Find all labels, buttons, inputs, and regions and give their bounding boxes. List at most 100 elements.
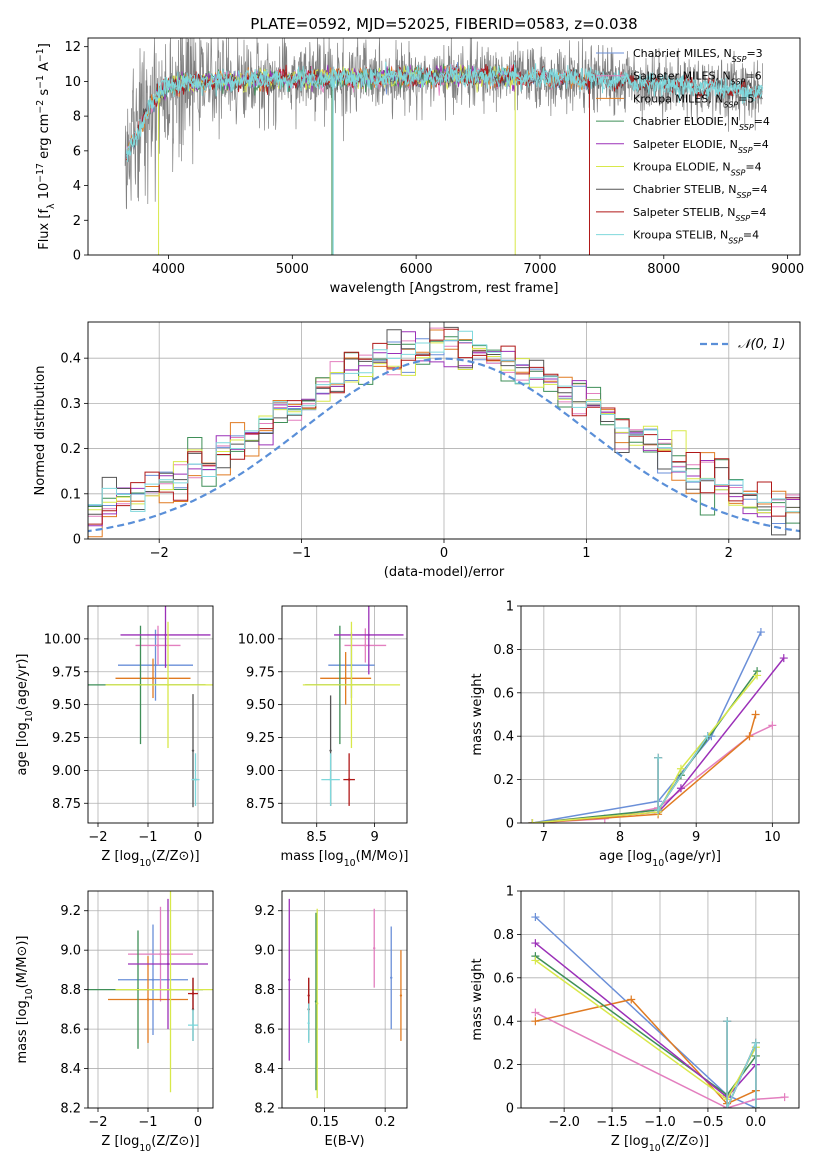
point-kroupa-miles — [399, 994, 403, 997]
legend-label-chabrier-miles: Chabrier MILES, NSSP=3 — [633, 47, 763, 64]
line-kroupa-elodie — [532, 674, 758, 823]
y-tick-label: 9.25 — [246, 731, 275, 746]
marker-kroupa-stelib — [723, 1104, 732, 1108]
point-salpeter-elodie — [367, 633, 371, 637]
line-kroupa-miles — [532, 714, 757, 823]
x-tick-label: −1.5 — [596, 1115, 628, 1130]
marker-salpeter-miles — [531, 1008, 540, 1017]
y-tick-label: 0.1 — [60, 487, 81, 502]
point-salpeter-elodie — [164, 633, 167, 637]
point-salpeter-stelib — [347, 778, 351, 781]
x-tick-label: 0 — [440, 546, 448, 561]
y-tick-label: 9.75 — [52, 665, 81, 680]
x-tick-label: 0.0 — [746, 1115, 767, 1130]
axes-frame — [87, 321, 801, 540]
x-tick-label: 9 — [692, 830, 700, 845]
mass-weight-vs-age-panel: 7 8 9 10 0 0.2 0.4 0.6 0.8 1 age [log10(age/yr)] ma… — [470, 600, 800, 869]
legend-label-chabrier-elodie: Chabrier ELODIE, NSSP=4 — [633, 115, 770, 132]
marker-salpeter-elodie — [676, 784, 685, 793]
point-kroupa-stelib — [307, 1021, 310, 1025]
marker-salpeter-miles — [780, 1093, 789, 1102]
y-tick-label: 9.2 — [60, 904, 81, 919]
model-kroupa-stelib-top — [125, 61, 764, 163]
marker-kroupa-elodie — [531, 956, 540, 965]
axes-frame — [281, 890, 408, 1109]
age-vs-metallicity-panel: −2 −1 0 8.75 9.00 9.25 9.50 9.75 10.00 Z [log10(Z… — [15, 605, 214, 869]
y-tick-label: 9.50 — [246, 698, 275, 713]
histogram-salpeter-stelib — [88, 328, 800, 525]
y-tick-label: 0 — [73, 249, 81, 264]
point-kroupa-stelib — [191, 1023, 195, 1027]
x-tick-label: 4000 — [152, 262, 185, 277]
y-tick-label: 1 — [506, 600, 514, 615]
y-tick-label: 0.2 — [493, 1058, 514, 1073]
marker-kroupa-miles — [745, 732, 754, 741]
y-tick-label: 9.75 — [246, 665, 275, 680]
line-chabrier-miles — [532, 631, 762, 823]
y-tick-label: 2 — [73, 214, 81, 229]
marker-kroupa-stelib — [654, 805, 663, 814]
mass-vs-extinction-panel: 0.15 0.2 8.2 8.4 8.6 8.8 9.0 9.2 E(B-V) — [254, 890, 408, 1149]
point-salpeter-miles — [373, 947, 376, 950]
point-salpeter-miles — [159, 952, 162, 956]
x-tick-label: 9 — [370, 830, 378, 845]
line-kroupa-miles — [535, 998, 757, 1105]
y-tick-label: 0.8 — [493, 643, 514, 658]
y-tick-label: 0.4 — [493, 730, 514, 745]
y-tick-label: 0 — [506, 817, 514, 832]
x-tick-label: 7 — [540, 830, 548, 845]
legend-label-chabrier-stelib: Chabrier STELIB, NSSP=4 — [633, 183, 767, 200]
legend: Chabrier MILES, NSSP=3 Salpeter MILES, NS… — [596, 47, 770, 245]
marker-kroupa-miles — [751, 710, 760, 719]
y-tick-label: 10 — [64, 75, 81, 90]
x-axis-label: age [log10(age/yr)] — [599, 849, 721, 869]
legend-label-kroupa-elodie: Kroupa ELODIE, NSSP=4 — [633, 161, 762, 178]
chart-title: PLATE=0592, MJD=52025, FIBERID=0583, z=0… — [250, 15, 637, 33]
y-tick-label: 8.6 — [254, 1023, 275, 1038]
x-tick-label: 8 — [616, 830, 624, 845]
y-tick-label: 9.50 — [52, 698, 81, 713]
marker-kroupa-stelib — [654, 753, 663, 762]
plot-area — [288, 898, 403, 1099]
marker-kroupa-miles — [627, 995, 636, 1004]
point-kroupa-elodie — [350, 683, 353, 687]
x-tick-label: 0.15 — [310, 1115, 339, 1130]
x-tick-label: 6000 — [400, 262, 433, 277]
age-vs-mass-panel: 8.5 9 8.75 9.00 9.25 9.50 9.75 10.00 mass [log10… — [238, 605, 409, 869]
marker-salpeter-elodie — [779, 654, 788, 663]
plot-area — [531, 913, 789, 1108]
x-tick-label: −1.0 — [644, 1115, 676, 1130]
y-axis-label: Normed distribution — [33, 366, 48, 496]
plot-area — [88, 891, 213, 1093]
plot-area — [528, 628, 788, 823]
x-tick-label: 0 — [194, 1115, 202, 1130]
point-salpeter-miles — [364, 644, 367, 647]
x-tick-label: 5000 — [276, 262, 309, 277]
point-chabrier-miles — [390, 976, 393, 979]
y-tick-label: 6 — [73, 144, 81, 159]
y-tick-label: 8.2 — [60, 1102, 81, 1117]
x-tick-label: −2.0 — [548, 1115, 580, 1130]
line-chabrier-elodie — [532, 670, 758, 823]
axes-frame — [520, 605, 800, 824]
y-tick-label: 8.8 — [60, 983, 81, 998]
axes-frame — [87, 37, 801, 256]
y-tick-label: 0.2 — [60, 442, 81, 457]
x-tick-label: −2 — [88, 830, 107, 845]
legend-label-normal: 𝒩(0, 1) — [738, 337, 785, 352]
plot-area — [302, 606, 404, 806]
y-axis-label: mass weight — [470, 958, 485, 1040]
axes-frame — [87, 890, 214, 1109]
y-tick-label: 9.0 — [60, 944, 81, 959]
point-kroupa-elodie — [315, 1002, 319, 1005]
legend-label-salpeter-stelib: Salpeter STELIB, NSSP=4 — [633, 206, 766, 223]
y-tick-label: 8.6 — [60, 1023, 81, 1038]
observed-spectrum — [124, 38, 763, 210]
y-axis-label: Flux [fλ 10−17 erg cm−2 s−1 A−1] — [35, 43, 57, 250]
line-kroupa-elodie — [534, 959, 757, 1101]
x-tick-label: −2 — [88, 1115, 107, 1130]
y-tick-label: 0.8 — [493, 928, 514, 943]
mass-weight-vs-metallicity-panel: −2.0 −1.5 −1.0 −0.5 0.0 0 0.2 0.4 0.6 0.8 1 Z [log1… — [470, 885, 800, 1154]
y-tick-label: 0.3 — [60, 397, 81, 412]
y-tick-label: 10.00 — [238, 632, 275, 647]
